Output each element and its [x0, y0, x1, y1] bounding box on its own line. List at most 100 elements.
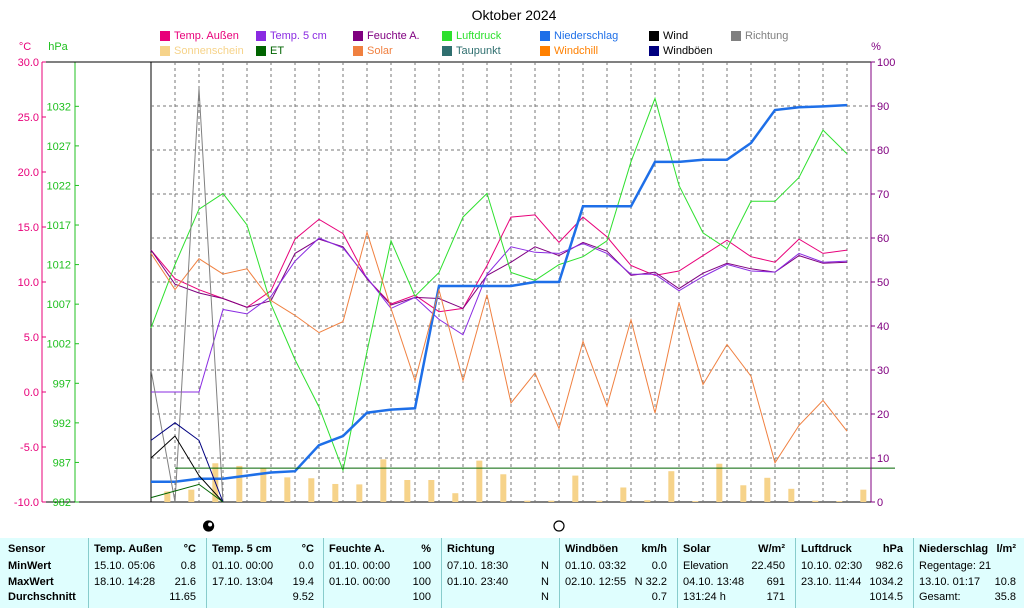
sunshine-bar — [188, 489, 195, 502]
percent-tick-label: 10 — [877, 453, 889, 465]
sensor-header: Sensor — [8, 543, 46, 555]
temp-tick-label: 15.0 — [18, 222, 39, 234]
stats-cell-value: N 32.2 — [634, 576, 667, 588]
stats-column-title: Feuchte A. — [329, 543, 385, 555]
moon-markers — [203, 520, 565, 532]
stats-cell-value: 10.8 — [994, 576, 1016, 588]
stats-column-title: Temp. 5 cm — [212, 543, 272, 555]
legend-item: Temp. 5 cm — [256, 30, 327, 42]
legend-label: Temp. 5 cm — [270, 30, 327, 42]
stats-cell-value: 982.6 — [875, 560, 903, 572]
sunshine-bar — [380, 459, 387, 502]
temp-tick-label: 30.0 — [18, 57, 39, 69]
sunshine-bar — [572, 475, 579, 502]
stats-cell-label: Gesamt: — [919, 591, 961, 603]
legend-label: Feuchte A. — [367, 30, 420, 42]
legend-label: Taupunkt — [456, 45, 501, 57]
sensor-row-label: MaxWert — [8, 576, 54, 588]
column-separator — [559, 538, 560, 608]
pressure-tick-label: 1017 — [47, 220, 71, 232]
column-separator — [323, 538, 324, 608]
sunshine-bar — [596, 500, 603, 502]
sunshine-bar — [836, 501, 843, 502]
pressure-tick-label: 982 — [53, 497, 71, 509]
sunshine-bars — [164, 459, 867, 502]
legend-swatch — [649, 46, 659, 56]
series-line-windböen — [150, 422, 224, 503]
pressure-tick-label: 1002 — [47, 339, 71, 351]
full-moon-icon — [203, 520, 215, 532]
series-line-wind — [150, 435, 224, 503]
stats-column-title: Solar — [683, 543, 711, 555]
percent-tick-label: 100 — [877, 57, 895, 69]
sunshine-bar — [428, 480, 435, 502]
column-separator — [206, 538, 207, 608]
new-moon-icon — [553, 520, 565, 532]
sunshine-bar — [404, 480, 411, 502]
legend-label: Niederschlag — [554, 30, 619, 42]
stats-cell-label: Elevation — [683, 560, 729, 572]
temp-axis-unit: °C — [19, 41, 31, 53]
stats-cell-value: 1014.5 — [869, 591, 903, 603]
sunshine-bar — [788, 488, 795, 502]
chart-axes: °C hPa % 30.0 25.0 20.0 15.0 10.0 5.0 0.0 -5.0 -10.… — [14, 41, 895, 509]
sensor-row-label: Durchschnitt — [8, 591, 76, 603]
sunshine-bar — [860, 489, 867, 502]
legend-swatch — [649, 31, 659, 41]
pressure-tick-label: 987 — [53, 457, 71, 469]
sensor-row-label: MinWert — [8, 560, 52, 572]
percent-tick-label: 70 — [877, 189, 889, 201]
stats-cell-value: 691 — [766, 576, 785, 588]
temp-tick-label: 10.0 — [18, 277, 39, 289]
stats-column-title: Luftdruck — [801, 543, 852, 555]
stats-cell-label: 01.10. 00:00 — [212, 560, 274, 572]
stats-column-unit: °C — [301, 543, 314, 555]
series-line-solar — [150, 230, 848, 465]
legend-item: Windböen — [649, 45, 713, 57]
temp-tick-label: 20.0 — [18, 167, 39, 179]
stats-cell-value: 0.0 — [651, 560, 667, 572]
sunshine-bar — [476, 460, 483, 502]
column-separator — [441, 538, 442, 608]
stats-cell-value: 35.8 — [994, 591, 1016, 603]
legend-item: Feuchte A. — [353, 30, 420, 42]
weather-chart: Oktober 2024 °C hPa % 30.0 25.0 20.0 15.0 10.0 5… — [14, 7, 895, 532]
sunshine-bar — [764, 477, 771, 502]
series-line-niederschlag — [151, 103, 848, 484]
legend-swatch — [442, 31, 452, 41]
column-separator — [913, 538, 914, 608]
stats-cell-label: 10.10. 02:30 — [801, 560, 863, 572]
stats-column-title: Windböen — [565, 543, 619, 555]
pressure-axis-unit: hPa — [48, 41, 68, 53]
sunshine-bar — [548, 500, 555, 502]
legend-label: Windböen — [663, 45, 713, 57]
legend-swatch — [353, 46, 363, 56]
pressure-tick-label: 1032 — [47, 101, 71, 113]
stats-cell-label: 131:24 h — [683, 591, 726, 603]
stats-column-unit: W/m² — [758, 543, 785, 555]
stats-cell-label: 04.10. 13:48 — [683, 576, 745, 588]
legend-label: Sonnenschein — [174, 45, 244, 57]
stats-cell-value: 1034.2 — [869, 576, 903, 588]
stats-cell-label: 07.10. 18:30 — [447, 560, 509, 572]
sunshine-bar — [164, 491, 171, 502]
legend-item: Niederschlag — [540, 30, 618, 42]
stats-cell-label: 02.10. 12:55 — [565, 576, 627, 588]
percent-tick-label: 30 — [877, 365, 889, 377]
pressure-tick-label: 997 — [53, 378, 71, 390]
stats-cell-value: 22.450 — [751, 560, 785, 572]
legend-item: Wind — [649, 30, 688, 42]
sunshine-bar — [308, 478, 315, 502]
sunshine-bar — [644, 500, 651, 502]
percent-tick-label: 20 — [877, 409, 889, 421]
stats-cell-label: 01.10. 00:00 — [329, 576, 391, 588]
sunshine-bar — [332, 483, 339, 502]
stats-cell-value: 21.6 — [174, 576, 196, 588]
legend-swatch — [256, 31, 266, 41]
legend-item: Richtung — [731, 30, 788, 42]
stats-cell-label: Regentage: 21 — [919, 560, 992, 572]
legend-swatch — [353, 31, 363, 41]
stats-cell-value: 171 — [766, 591, 785, 603]
temp-tick-label: -5.0 — [20, 442, 39, 454]
stats-cell-value: 19.4 — [292, 576, 314, 588]
